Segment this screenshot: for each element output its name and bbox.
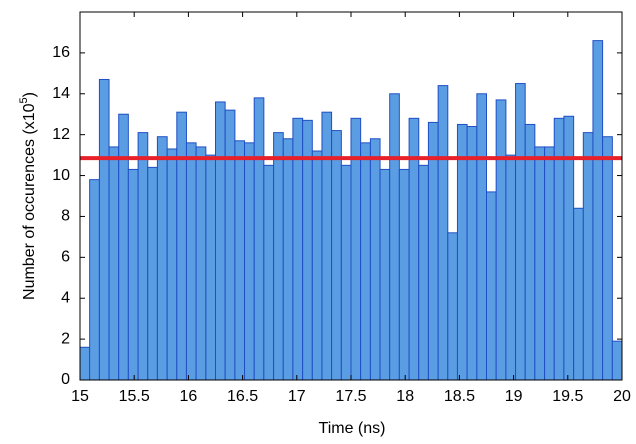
y-tick-label: 8 bbox=[61, 208, 70, 225]
y-tick-label: 12 bbox=[52, 126, 70, 143]
bar bbox=[195, 146, 207, 381]
y-axis-label: Number of occurences (x105) bbox=[18, 92, 38, 300]
bar bbox=[273, 132, 284, 381]
bar bbox=[244, 142, 255, 381]
bar bbox=[427, 121, 439, 381]
y-tick-label: 16 bbox=[52, 44, 70, 61]
bar bbox=[205, 154, 217, 381]
bar bbox=[224, 109, 236, 381]
bar bbox=[98, 78, 110, 381]
x-tick-label: 15 bbox=[71, 388, 89, 405]
bar bbox=[515, 83, 526, 381]
y-label-exponent: 5 bbox=[18, 97, 30, 103]
bar bbox=[456, 123, 468, 381]
y-label-end: ) bbox=[21, 92, 38, 97]
bar bbox=[563, 115, 575, 381]
bar bbox=[108, 146, 120, 381]
bar bbox=[495, 99, 507, 381]
x-tick-label: 18 bbox=[396, 388, 414, 405]
bar bbox=[466, 125, 478, 381]
bar bbox=[360, 142, 371, 381]
y-label-main: Number of occurences (x10 bbox=[21, 103, 38, 300]
x-tick-label: 17.5 bbox=[335, 388, 366, 405]
y-tick-label: 0 bbox=[61, 371, 70, 388]
bar bbox=[137, 132, 149, 381]
bar bbox=[147, 166, 158, 381]
bar bbox=[398, 168, 410, 381]
bar bbox=[156, 136, 168, 381]
bar bbox=[544, 146, 555, 381]
x-tick-label: 17 bbox=[288, 388, 306, 405]
bar bbox=[185, 142, 197, 381]
x-tick-label: 16.5 bbox=[227, 388, 258, 405]
bar bbox=[321, 111, 333, 381]
bar bbox=[118, 113, 129, 381]
bar bbox=[340, 164, 352, 381]
bar bbox=[592, 40, 604, 381]
bar bbox=[611, 340, 623, 381]
bar bbox=[582, 132, 594, 381]
y-tick-label: 10 bbox=[52, 167, 70, 184]
x-axis-label: Time (ns) bbox=[319, 420, 386, 437]
y-tick-label: 2 bbox=[61, 330, 70, 347]
x-tick-label: 16 bbox=[180, 388, 198, 405]
bar bbox=[79, 346, 91, 381]
bar bbox=[369, 138, 381, 381]
bar bbox=[602, 136, 613, 381]
bar bbox=[176, 111, 187, 381]
bar bbox=[311, 150, 323, 381]
bar bbox=[234, 140, 246, 381]
bar bbox=[437, 85, 449, 381]
bar bbox=[573, 207, 584, 381]
x-tick-label: 20 bbox=[613, 388, 631, 405]
x-tick-label: 18.5 bbox=[444, 388, 475, 405]
x-tick-label: 19.5 bbox=[552, 388, 583, 405]
bar bbox=[389, 93, 400, 381]
bar bbox=[476, 93, 487, 381]
bar bbox=[379, 168, 391, 381]
bar bbox=[534, 146, 546, 381]
bar bbox=[282, 138, 294, 381]
x-tick-label: 15.5 bbox=[119, 388, 150, 405]
y-tick-label: 6 bbox=[61, 249, 70, 266]
bar bbox=[263, 164, 275, 381]
bar bbox=[253, 97, 265, 381]
x-tick-label: 19 bbox=[505, 388, 523, 405]
bar bbox=[486, 191, 497, 381]
bar bbox=[89, 179, 100, 381]
bar bbox=[331, 130, 342, 381]
bar bbox=[524, 123, 536, 381]
y-tick-label: 4 bbox=[61, 289, 70, 306]
bar bbox=[447, 232, 458, 381]
bar bbox=[418, 164, 429, 381]
bar bbox=[215, 101, 226, 381]
bar bbox=[166, 148, 178, 381]
bar bbox=[505, 154, 517, 381]
y-tick-label: 14 bbox=[52, 85, 70, 102]
bar bbox=[127, 168, 139, 381]
